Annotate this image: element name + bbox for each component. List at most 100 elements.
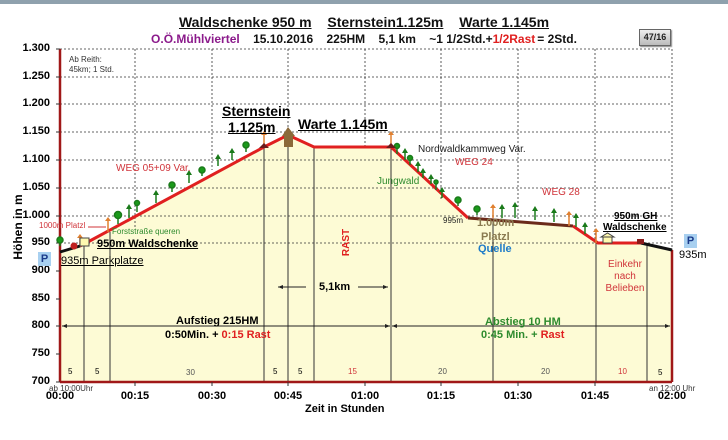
x-ticks	[134, 382, 596, 386]
sternstein-label: Sternstein	[222, 103, 291, 119]
start-point-icon	[70, 242, 78, 250]
quelle-label: Quelle	[478, 243, 512, 255]
weg-0509-label: WEG 05+09 Var.	[116, 163, 191, 174]
segment-min: 5	[273, 367, 278, 376]
chart-title: Waldschenke 950 m Sternstein1.125m Warte…	[0, 14, 728, 30]
chart-subtitle: O.Ö.Mühlviertel 15.10.2016 225HM 5,1 km …	[0, 32, 728, 46]
platzl-label: Platzl	[481, 231, 510, 243]
x-tick-label: 02:00	[657, 390, 687, 402]
time-total: = 2Std.	[537, 32, 577, 46]
y-tick-label: 750	[31, 347, 50, 359]
aufstieg-rest-time: 0:15 Rast	[221, 329, 271, 341]
warte-label: Warte 1.145m	[298, 116, 388, 132]
arrow-heads	[62, 285, 670, 328]
einkehr-label-2: nach	[614, 271, 636, 282]
parking-icon-start: P	[38, 252, 51, 266]
parking-icon-end: P	[684, 234, 697, 248]
segment-min: 30	[186, 368, 195, 377]
x-tick-label: 00:30	[197, 390, 227, 402]
y-tick-label: 1.100	[22, 153, 50, 165]
start-note-1: Ab Reith:	[69, 55, 102, 64]
y-tick-label: 1.000	[22, 209, 50, 221]
sternstein-marker	[259, 143, 269, 148]
rast-label: RAST	[341, 228, 353, 257]
y-tick-label: 1.050	[22, 181, 50, 193]
time-rest: 1/2Rast	[492, 32, 536, 46]
y-tick-label: 700	[31, 375, 50, 387]
platzl-height-label: 1.000m	[477, 217, 515, 229]
end-height-label: 935m	[679, 249, 707, 261]
abstieg-label: Abstieg 10 HM	[485, 316, 561, 328]
segment-min: 20	[438, 367, 447, 376]
x-tick-label: 00:45	[273, 390, 303, 402]
einkehr-label-1: Einkehr	[608, 259, 642, 270]
x-tick-label: 01:45	[580, 390, 610, 402]
parking-path-end	[640, 241, 673, 252]
y-tick-label: 850	[31, 292, 50, 304]
end-point-icon	[637, 239, 644, 244]
waldschenke-start-label: 950m Waldschenke	[97, 238, 199, 250]
summit-end-marker	[386, 143, 396, 148]
segment-min: 5	[658, 368, 663, 377]
title-waldschenke: Waldschenke 950 m	[178, 14, 312, 30]
parkplatz-label: 935m Parkplatze	[61, 255, 144, 267]
weg24-label: WEG 24	[455, 157, 493, 168]
segment-min: 5	[298, 367, 303, 376]
profile-line-mid	[467, 216, 574, 228]
warte-tower-icon	[282, 127, 295, 147]
profile-line-down	[572, 224, 641, 245]
x-tick-label: 01:15	[426, 390, 456, 402]
gh-waldschenke-label: Waldschenke	[603, 222, 667, 233]
y-tick-label: 1.150	[22, 125, 50, 137]
y-tick-label: 1.200	[22, 97, 50, 109]
tree-arrow-heads	[126, 148, 588, 227]
hut-icon-start	[79, 237, 90, 247]
y-tick-label: 900	[31, 264, 50, 276]
segment-min: 10	[618, 367, 627, 376]
segment-min: 15	[348, 367, 357, 376]
nordwald-label: Nordwaldkammweg Var.	[418, 144, 526, 155]
segment-separators	[83, 135, 648, 382]
segment-min: 5	[68, 367, 73, 376]
title-warte: Warte 1.145m	[459, 14, 550, 30]
distance: 5,1 km	[378, 32, 416, 46]
h995-label: 995m	[443, 216, 464, 225]
region: O.Ö.Mühlviertel	[151, 32, 240, 46]
aufstieg-time: 0:50Min. + 0:15 Rast	[165, 329, 270, 341]
waypoint-marker-heads	[77, 131, 599, 238]
segment-min: 5	[95, 367, 100, 376]
x-tick-label: 00:00	[45, 390, 75, 402]
abstieg-walk-time: 0:45 Min. +	[481, 329, 541, 341]
elevation-gain: 225HM	[326, 32, 366, 46]
end-time: an 12:00 Uhr	[649, 384, 696, 393]
start-note-2: 45km; 1 Std.	[69, 65, 114, 74]
einkehr-label-3: Belieben	[605, 283, 645, 294]
x-axis-title: Zeit in Stunden	[305, 403, 385, 415]
segment-min: 20	[541, 367, 550, 376]
abstieg-time: 0:45 Min. + Rast	[481, 329, 564, 341]
x-tick-label: 00:15	[120, 390, 150, 402]
platzl-1000-label: 1000m Platzl	[39, 221, 86, 230]
sternstein-height-label: 1.125m	[228, 119, 276, 135]
title-sternstein: Sternstein1.125m	[327, 14, 444, 30]
start-time: ab 10:00Uhr	[49, 384, 94, 393]
forststrasse-label: Forststraße queren	[112, 227, 181, 236]
hut-icon-end	[599, 232, 616, 244]
v-gridlines	[134, 49, 673, 250]
aufstieg-label: Aufstieg 215HM	[176, 315, 259, 327]
y-tick-label: 1.300	[22, 42, 50, 54]
profile-fill	[60, 135, 672, 382]
weg28-label: WEG 28	[542, 187, 580, 198]
tree-icons	[56, 141, 586, 246]
y-tick-label: 1.250	[22, 70, 50, 82]
x-tick-label: 01:00	[350, 390, 380, 402]
y-tick-label: 800	[31, 319, 50, 331]
abstieg-rest: Rast	[540, 329, 565, 341]
aufstieg-walk-time: 0:50Min. +	[165, 329, 222, 341]
y-tick-label: 950	[31, 236, 50, 248]
y-axis-title: Höhen in m	[11, 194, 25, 260]
jungwald-label: Jungwald	[377, 176, 420, 187]
h-gridlines	[60, 48, 672, 244]
page-badge[interactable]: 47/16	[639, 29, 671, 46]
